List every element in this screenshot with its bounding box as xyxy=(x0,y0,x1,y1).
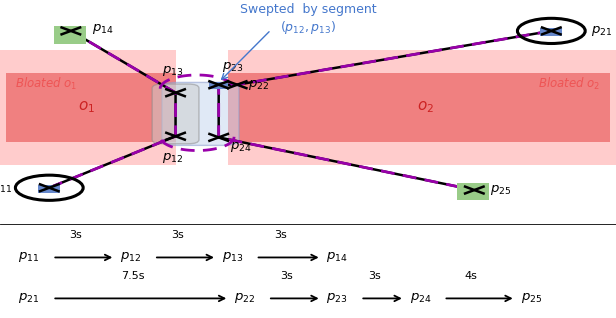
Text: $p_{11}$: $p_{11}$ xyxy=(18,251,40,265)
Text: $p_{11}$: $p_{11}$ xyxy=(0,181,12,195)
Text: $p_{14}$: $p_{14}$ xyxy=(92,22,114,36)
Text: Bloated $o_2$: Bloated $o_2$ xyxy=(538,75,601,92)
Bar xyxy=(54,26,86,44)
Text: 3s: 3s xyxy=(368,271,381,281)
Text: $p_{21}$: $p_{21}$ xyxy=(591,24,613,38)
Text: Swepted  by segment: Swepted by segment xyxy=(240,3,376,16)
Bar xyxy=(0,50,176,165)
FancyBboxPatch shape xyxy=(152,84,199,144)
Text: $p_{23}$: $p_{23}$ xyxy=(326,291,348,305)
Text: 3s: 3s xyxy=(69,230,82,240)
Text: $(p_{12}, p_{13})$: $(p_{12}, p_{13})$ xyxy=(280,19,336,36)
Text: $p_{21}$: $p_{21}$ xyxy=(18,291,40,305)
Bar xyxy=(228,73,610,142)
Text: Bloated $o_1$: Bloated $o_1$ xyxy=(15,75,78,92)
Text: $p_{22}$: $p_{22}$ xyxy=(234,291,256,305)
Bar xyxy=(457,183,489,200)
Bar xyxy=(540,28,562,36)
Bar xyxy=(228,50,616,165)
Text: $p_{13}$: $p_{13}$ xyxy=(162,64,183,78)
Text: 3s: 3s xyxy=(171,230,184,240)
Text: $p_{25}$: $p_{25}$ xyxy=(521,291,542,305)
Text: $p_{25}$: $p_{25}$ xyxy=(490,183,511,197)
Text: $p_{24}$: $p_{24}$ xyxy=(410,291,431,305)
Text: 7.5s: 7.5s xyxy=(121,271,144,281)
Text: $p_{14}$: $p_{14}$ xyxy=(326,251,348,265)
Text: $p_{12}$: $p_{12}$ xyxy=(120,251,142,265)
Bar xyxy=(38,184,60,193)
Text: $p_{24}$: $p_{24}$ xyxy=(230,140,251,154)
Text: $o_2$: $o_2$ xyxy=(416,100,434,115)
Text: $p_{13}$: $p_{13}$ xyxy=(222,251,243,265)
Text: $o_1$: $o_1$ xyxy=(78,100,95,115)
Bar xyxy=(209,82,228,89)
Text: $p_{12}$: $p_{12}$ xyxy=(162,151,183,165)
Text: 3s: 3s xyxy=(274,230,286,240)
Text: $p_{23}$: $p_{23}$ xyxy=(222,60,243,74)
Text: 3s: 3s xyxy=(280,271,293,281)
Text: 4s: 4s xyxy=(465,271,477,281)
Bar xyxy=(6,73,176,142)
Text: $p_{22}$: $p_{22}$ xyxy=(248,78,270,92)
FancyBboxPatch shape xyxy=(162,82,239,145)
